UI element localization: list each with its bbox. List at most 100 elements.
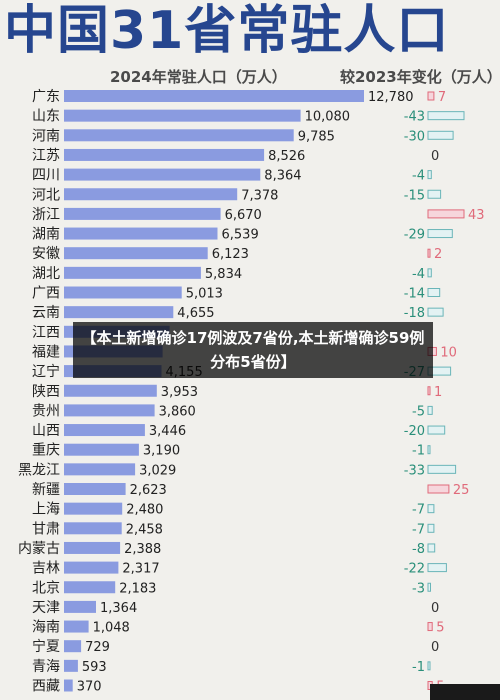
change-bar-decrease (427, 425, 446, 435)
change-bar-decrease (427, 111, 465, 121)
change-value-label: 0 (431, 601, 439, 616)
province-label: 山西 (32, 423, 60, 439)
population-value-label: 7,378 (241, 188, 278, 203)
population-value-label: 8,526 (268, 149, 305, 164)
population-value-label: 8,364 (264, 169, 301, 184)
population-value-label: 1,048 (93, 621, 130, 636)
province-label: 四川 (32, 168, 60, 184)
change-value-label: 5 (436, 621, 444, 636)
population-bar (64, 679, 73, 692)
change-value-label: -4 (412, 267, 425, 282)
change-value-label: 1 (434, 385, 442, 400)
change-value-label: -7 (412, 522, 425, 537)
change-bar-decrease (427, 661, 431, 671)
population-bar (64, 620, 89, 633)
province-label: 安徽 (32, 246, 60, 262)
change-value-label: -8 (412, 542, 425, 557)
change-bar-decrease (427, 288, 441, 297)
change-value-label: -14 (404, 287, 425, 302)
change-value-label: 0 (431, 149, 439, 164)
population-value-label: 2,623 (130, 483, 167, 498)
population-value-label: 12,780 (368, 90, 414, 105)
population-value-label: 2,183 (119, 581, 156, 596)
population-value-label: 2,480 (126, 503, 163, 518)
population-bar (64, 581, 116, 594)
population-bar (64, 306, 174, 319)
province-label: 吉林 (32, 561, 60, 577)
population-bar (64, 188, 238, 201)
change-bar-increase (427, 91, 435, 101)
population-column-header: 2024年常驻人口（万人） (110, 68, 287, 86)
change-bar-decrease (427, 130, 454, 140)
population-value-label: 10,080 (305, 110, 351, 125)
population-bar (64, 247, 208, 260)
province-label: 上海 (32, 502, 60, 518)
province-label: 广西 (32, 286, 60, 302)
population-bar (64, 424, 145, 437)
population-value-label: 3,953 (161, 385, 198, 400)
population-bar (64, 522, 122, 535)
change-value-label: 43 (468, 208, 485, 223)
province-label: 黑龙江 (18, 462, 60, 478)
change-bar-decrease (427, 268, 432, 278)
change-bar-increase (427, 622, 433, 632)
province-label: 北京 (32, 580, 60, 596)
population-bar (64, 129, 294, 142)
province-label: 山东 (32, 109, 60, 125)
population-bar (64, 640, 82, 653)
change-value-label: -1 (412, 444, 425, 459)
population-bar (64, 207, 221, 220)
change-bar-decrease (427, 523, 435, 533)
province-label: 江苏 (32, 148, 60, 164)
province-label: 宁夏 (32, 638, 60, 655)
population-value-label: 1,364 (100, 601, 137, 616)
population-bar (64, 227, 218, 240)
change-bar-increase (427, 209, 465, 219)
change-bar-decrease (427, 405, 433, 415)
change-value-label: -18 (404, 306, 425, 321)
province-label: 河南 (32, 128, 60, 144)
population-value-label: 5,834 (205, 267, 242, 282)
change-bar-decrease (427, 543, 436, 553)
population-value-label: 3,446 (149, 424, 186, 439)
province-label: 湖南 (32, 227, 60, 243)
change-bar-decrease (427, 170, 432, 180)
province-label: 云南 (32, 305, 60, 321)
change-value-label: 7 (438, 90, 446, 105)
change-value-label: 2 (434, 247, 442, 262)
population-bar (64, 659, 78, 672)
population-bar (64, 443, 139, 456)
province-label: 贵州 (32, 403, 60, 419)
population-value-label: 6,123 (212, 247, 249, 262)
news-caption-overlay: 【本土新增确诊17例波及7省份,本土新增确诊59例 分布5省份】 (73, 322, 433, 378)
change-value-label: -33 (404, 463, 425, 478)
population-bar (64, 148, 265, 161)
change-bar-decrease (427, 229, 453, 239)
population-bar (64, 384, 157, 397)
change-bar-increase (427, 248, 431, 258)
population-value-label: 4,655 (177, 306, 214, 321)
watermark-box (430, 684, 500, 700)
change-value-label: -43 (404, 110, 425, 125)
population-value-label: 6,539 (222, 228, 259, 243)
population-bar (64, 404, 155, 417)
province-label: 重庆 (32, 443, 60, 459)
population-value-label: 3,029 (139, 463, 176, 478)
province-label: 内蒙古 (18, 541, 60, 557)
change-bar-increase (427, 484, 450, 494)
population-bar (64, 502, 123, 515)
chart-title: 中国31省常驻人口 (4, 1, 450, 61)
change-value-label: -1 (412, 660, 425, 675)
change-value-label: -15 (404, 188, 425, 203)
population-bar (64, 90, 364, 102)
change-value-label: -22 (404, 562, 425, 577)
change-bar-decrease (427, 445, 431, 455)
population-value-label: 2,388 (124, 542, 161, 557)
change-bar-decrease (427, 563, 447, 573)
province-label: 甘肃 (32, 521, 60, 537)
population-value-label: 729 (85, 640, 110, 655)
province-label: 海南 (32, 620, 60, 636)
province-label: 河北 (32, 187, 60, 203)
population-bar (64, 266, 201, 279)
population-bar (64, 541, 121, 554)
